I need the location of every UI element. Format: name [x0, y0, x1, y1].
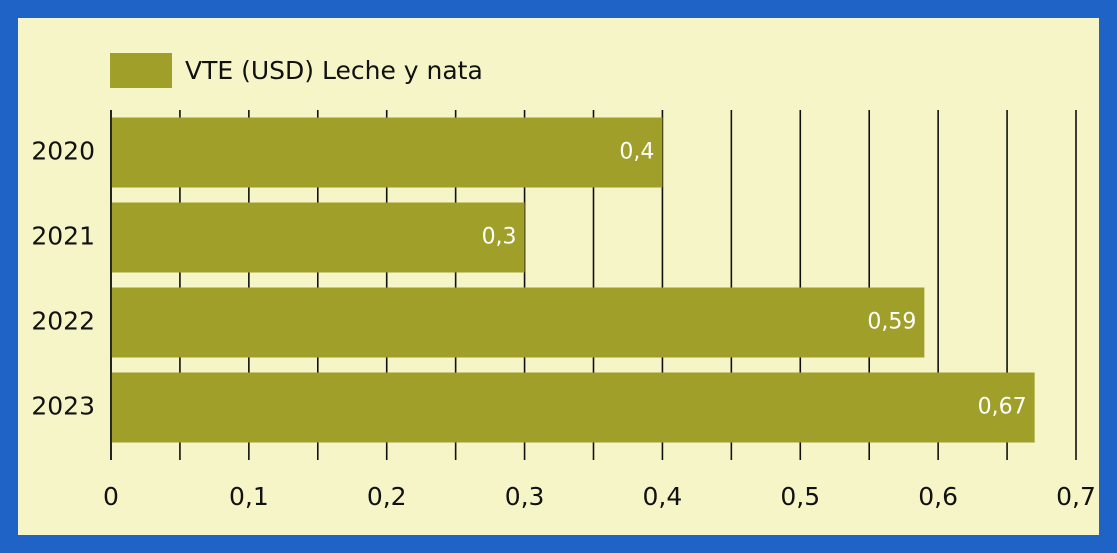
- panel: [18, 18, 1099, 535]
- y-tick-label: 2023: [31, 392, 95, 421]
- legend-swatch: [110, 53, 172, 88]
- x-tick-label: 0,3: [505, 482, 545, 511]
- x-tick-label: 0,6: [918, 482, 958, 511]
- x-tick-label: 0,5: [780, 482, 820, 511]
- legend-label: VTE (USD) Leche y nata: [185, 56, 483, 85]
- x-tick-label: 0,1: [229, 482, 269, 511]
- x-tick-label: 0,2: [367, 482, 407, 511]
- bar: [111, 117, 663, 188]
- y-tick-label: 2020: [31, 137, 95, 166]
- value-label: 0,4: [619, 140, 654, 165]
- bar: [111, 372, 1035, 443]
- y-tick-label: 2022: [31, 307, 95, 336]
- y-tick-label: 2021: [31, 222, 95, 251]
- bar: [111, 287, 925, 358]
- x-tick-label: 0,7: [1056, 482, 1096, 511]
- x-tick-label: 0: [103, 482, 119, 511]
- value-label: 0,67: [978, 395, 1027, 420]
- value-label: 0,3: [482, 225, 517, 250]
- bar: [111, 202, 525, 273]
- value-label: 0,59: [867, 310, 916, 335]
- x-tick-label: 0,4: [643, 482, 683, 511]
